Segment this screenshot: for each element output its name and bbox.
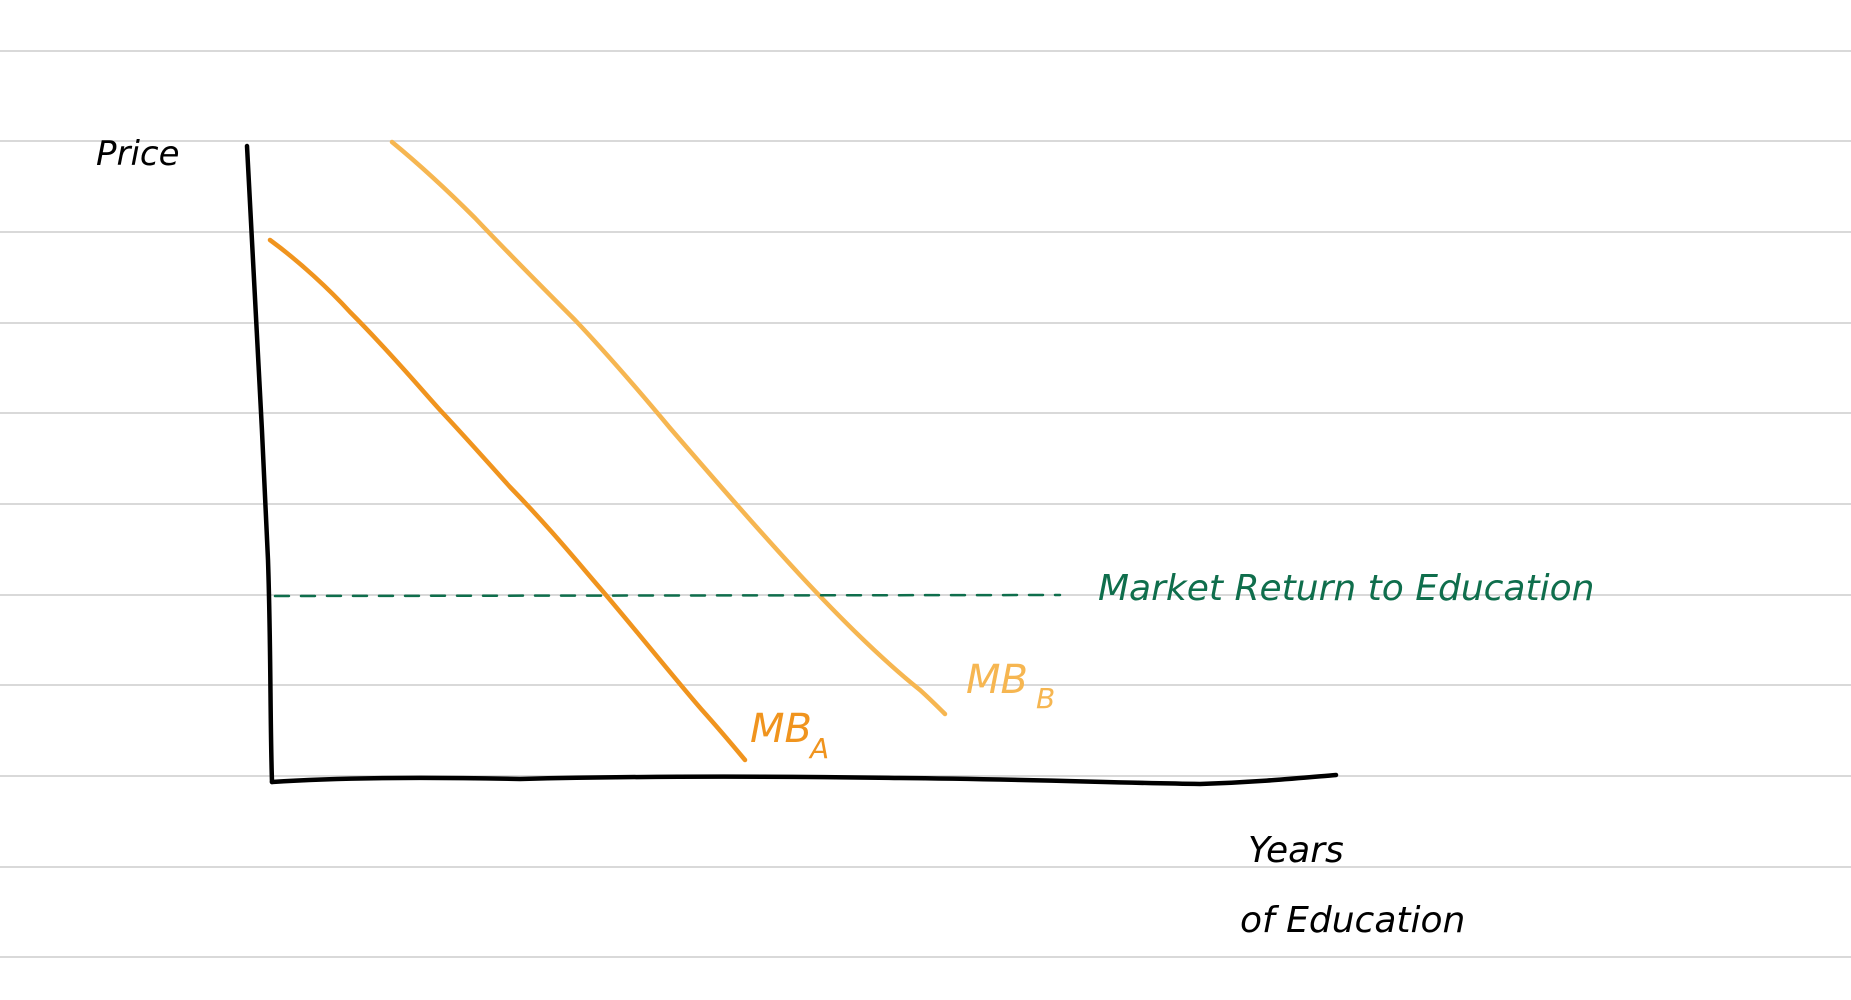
market-return-label: Market Return to Education [1098, 568, 1594, 609]
market-return-line [273, 593, 1062, 598]
notebook-rules [0, 50, 1851, 958]
mb-a-curve [267, 237, 748, 763]
mb-b-label-main: MB [966, 657, 1028, 703]
mb-b-curve [389, 139, 948, 717]
x-axis-label-line2: of Education [1240, 900, 1465, 941]
y-axis [244, 143, 275, 785]
mb-b-label-sub: B [1036, 682, 1055, 715]
x-axis [269, 772, 1339, 787]
mb-a-label-main: MB [750, 706, 812, 752]
mb-a-label-sub: A [808, 732, 829, 765]
y-axis-label: Price [96, 134, 180, 174]
x-axis-label-line1: Years [1248, 830, 1344, 871]
mb-a-label: MB A [750, 706, 829, 765]
mb-b-label: MB B [966, 657, 1055, 715]
